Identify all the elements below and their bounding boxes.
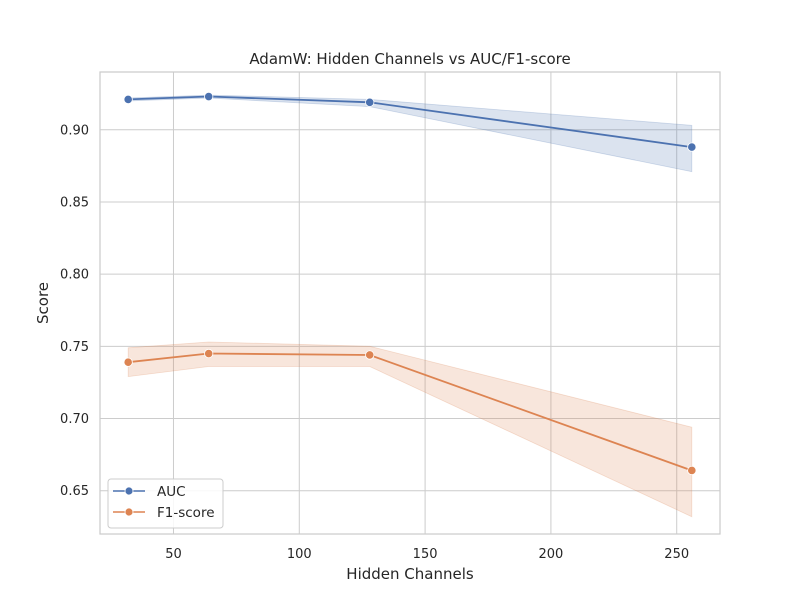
legend: AUC F1-score xyxy=(107,478,224,529)
data-point-f1-score xyxy=(365,350,375,360)
data-point-auc xyxy=(365,97,375,107)
legend-label-auc: AUC xyxy=(157,484,186,500)
x-tick-labels: 50 100 150 200 250 xyxy=(165,547,689,562)
y-tick-label: 0.80 xyxy=(60,268,89,283)
confidence-band-auc xyxy=(127,94,693,173)
x-axis-label: Hidden Channels xyxy=(346,565,474,583)
y-tick-labels: 0.65 0.70 0.75 0.80 0.85 0.90 xyxy=(60,123,89,499)
data-point-f1-score xyxy=(123,357,133,367)
data-point-f1-score xyxy=(687,465,697,476)
legend-marker-f1-score xyxy=(124,507,134,517)
data-point-auc xyxy=(687,142,697,152)
y-tick-label: 0.90 xyxy=(60,123,89,138)
x-tick-label: 200 xyxy=(538,547,563,562)
y-tick-label: 0.75 xyxy=(60,340,89,355)
y-tick-label: 0.65 xyxy=(60,484,89,499)
data-point-f1-score xyxy=(204,348,214,359)
series-line-f1-score xyxy=(128,352,693,472)
plot-frame xyxy=(99,71,721,535)
y-axis-label: Score xyxy=(34,282,52,324)
x-tick-label: 250 xyxy=(664,547,689,562)
x-tick-label: 150 xyxy=(413,547,438,562)
series-line-auc xyxy=(128,95,692,148)
y-tick-label: 0.85 xyxy=(60,195,89,210)
legend-marker-auc xyxy=(124,486,134,496)
data-point-auc xyxy=(204,91,214,102)
y-tick-label: 0.70 xyxy=(60,412,89,427)
chart-title: AdamW: Hidden Channels vs AUC/F1-score xyxy=(249,50,570,68)
series-lines xyxy=(128,95,693,472)
x-tick-label: 100 xyxy=(287,547,312,562)
series-markers xyxy=(123,91,697,476)
data-point-auc xyxy=(123,94,133,105)
x-tick-label: 50 xyxy=(165,547,182,562)
legend-label-f1-score: F1-score xyxy=(157,505,215,521)
confidence-bands xyxy=(127,94,693,518)
